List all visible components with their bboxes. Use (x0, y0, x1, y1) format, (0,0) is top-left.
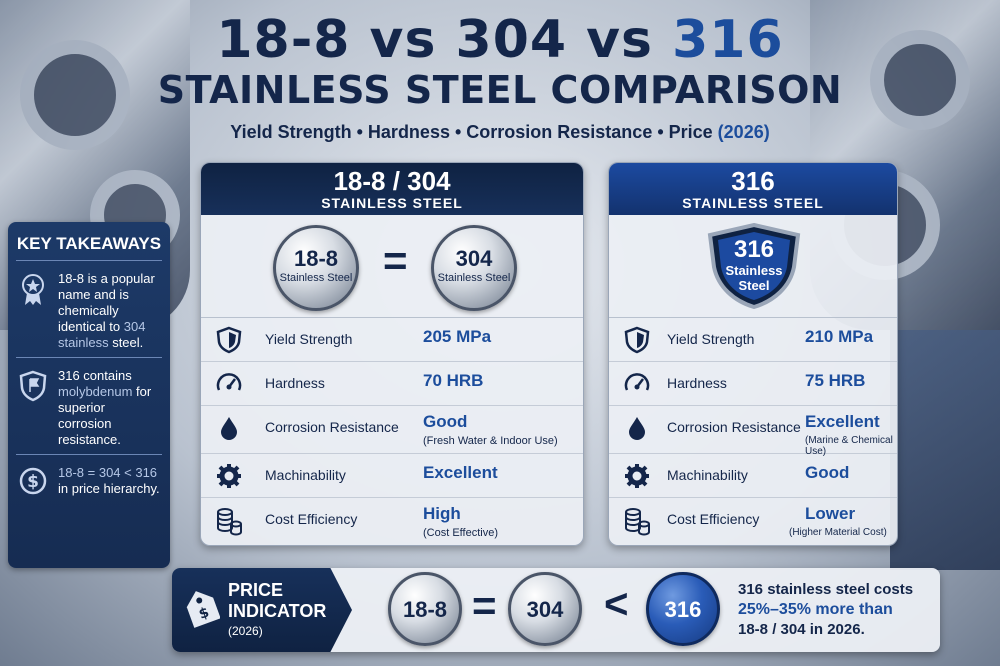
grade-badges: 18-8 Stainless Steel = 304 Stainless Ste… (201, 215, 583, 317)
grade-badges: 316 Stainless Steel (609, 215, 897, 317)
gauge-icon (215, 370, 243, 398)
valve-image-bottom (890, 330, 1000, 570)
dollar-icon: $ (16, 465, 50, 497)
property-table: Yield Strength 205 MPa Hardness 70 HRB C… (201, 317, 583, 545)
takeaway-item: 316 contains molybdenum for superior cor… (16, 368, 162, 448)
main-title-line2: STAINLESS STEEL COMPARISON (157, 68, 843, 112)
price-less-than-sign: < (604, 580, 629, 627)
shield-flag-icon (16, 368, 50, 448)
shield-icon (623, 326, 651, 354)
property-table: Yield Strength 210 MPa Hardness 75 HRB C… (609, 317, 897, 545)
price-coin-304: 304 (508, 572, 582, 646)
price-equals-sign: = (472, 582, 497, 629)
coin-304: 304 Stainless Steel (431, 225, 517, 311)
price-summary-text: 316 stainless steel costs 25%–35% more t… (738, 581, 914, 638)
coin-stack-icon (623, 506, 651, 536)
panel-316: 316 STAINLESS STEEL 316 Stainless Steel … (608, 162, 898, 546)
table-row: Machinability Excellent (201, 454, 583, 498)
water-drop-icon (215, 414, 243, 442)
panel-title: 18-8 / 304 (333, 166, 451, 196)
table-row: Corrosion Resistance Good (Fresh Water &… (201, 406, 583, 454)
water-drop-icon (623, 414, 651, 442)
coin-stack-icon (215, 506, 243, 536)
panel-title: 316 (731, 166, 775, 196)
coin-18-8: 18-8 Stainless Steel (273, 225, 359, 311)
table-row: Hardness 70 HRB (201, 362, 583, 406)
svg-text:$: $ (27, 472, 39, 492)
shield-icon (215, 326, 243, 354)
price-indicator-label: $ PRICE INDICATOR (2026) (172, 568, 352, 652)
table-row: Yield Strength 210 MPa (609, 318, 897, 362)
gauge-icon (623, 370, 651, 398)
panel-18-8-304: 18-8 / 304 STAINLESS STEEL 18-8 Stainles… (200, 162, 584, 546)
price-coin-18-8: 18-8 (388, 572, 462, 646)
shield-316-badge: 316 Stainless Steel (706, 223, 802, 309)
price-coin-316: 316 (646, 572, 720, 646)
panel-header: 18-8 / 304 STAINLESS STEEL (201, 163, 583, 215)
panel-subtitle: STAINLESS STEEL (321, 195, 463, 211)
table-row: Cost Efficiency High (Cost Effective) (201, 498, 583, 545)
table-row: Cost Efficiency Lower (Higher Material C… (609, 498, 897, 545)
table-row: Hardness 75 HRB (609, 362, 897, 406)
award-badge-icon (16, 271, 50, 351)
panel-header: 316 STAINLESS STEEL (609, 163, 897, 215)
subtitle-year: (2026) (717, 122, 770, 142)
takeaway-item: $ 18-8 = 304 < 316 in price hierarchy. (16, 465, 162, 497)
table-row: Machinability Good (609, 454, 897, 498)
takeaway-item: 18-8 is a popular name and is chemically… (16, 271, 162, 351)
price-indicator-bar: $ PRICE INDICATOR (2026) 18-8 = 304 < 31… (172, 568, 940, 652)
price-tag-icon: $ (184, 588, 221, 633)
panel-subtitle: STAINLESS STEEL (682, 195, 824, 211)
gear-icon (623, 462, 651, 490)
title-accent: 316 (672, 10, 784, 70)
equals-sign: = (383, 237, 408, 284)
key-takeaways-panel: KEY TAKEAWAYS 18-8 is a popular name and… (8, 222, 170, 568)
main-title: 18-8 vs 304 vs 316 (216, 10, 784, 70)
table-row: Corrosion Resistance Excellent (Marine &… (609, 406, 897, 457)
subtitle: Yield Strength • Hardness • Corrosion Re… (230, 122, 770, 142)
table-row: Yield Strength 205 MPa (201, 318, 583, 362)
gear-icon (215, 462, 243, 490)
takeaways-heading: KEY TAKEAWAYS (16, 234, 162, 253)
